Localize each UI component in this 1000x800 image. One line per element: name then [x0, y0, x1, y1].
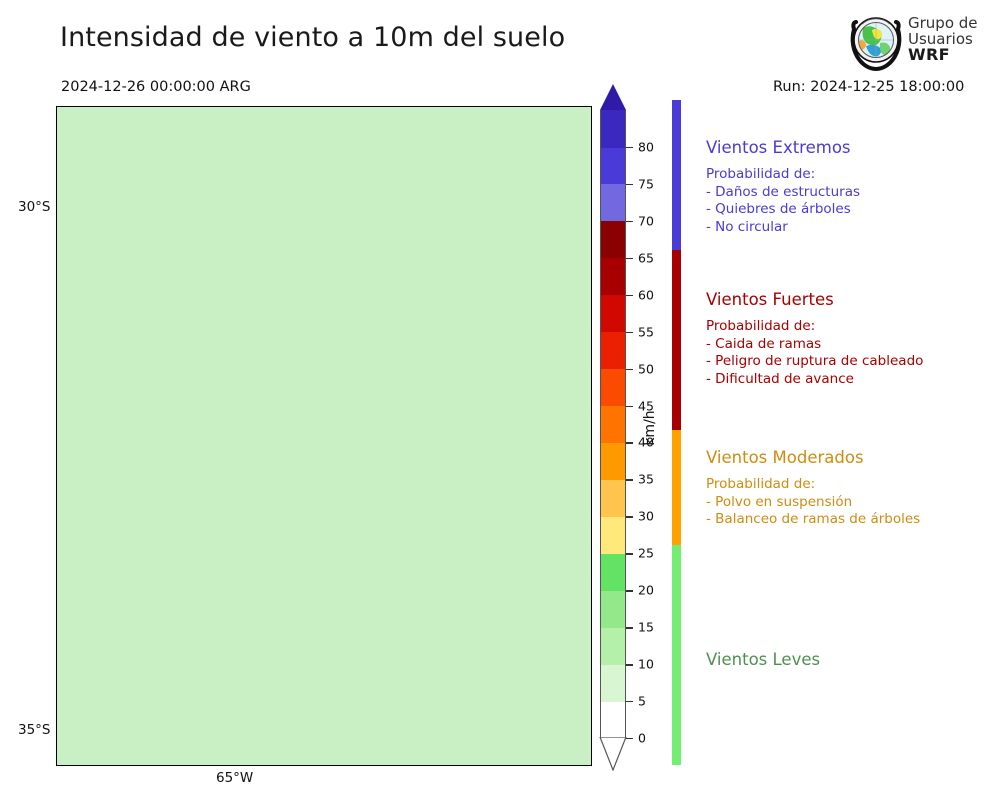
- colorbar-outline: [600, 110, 626, 738]
- logo: Grupo de Usuarios WRF: [846, 12, 996, 76]
- legend-intro-label: Probabilidad de:: [706, 476, 816, 492]
- colorbar-tick: [626, 738, 633, 740]
- lat-tick-30s: 30°S: [18, 199, 51, 215]
- colorbar-band: [600, 664, 626, 702]
- map-raster: [57, 107, 591, 765]
- colorbar-band: [600, 442, 626, 480]
- colorbar-band: [600, 405, 626, 444]
- wind-speed-map[interactable]: [56, 106, 592, 766]
- colorbar-band: [600, 257, 626, 296]
- colorbar-tick: [626, 553, 633, 555]
- legend-section-title: Vientos Moderados: [706, 448, 864, 467]
- colorbar-band: [600, 516, 626, 554]
- colorbar-tick-label: 80: [638, 139, 654, 155]
- legend-item: - Daños de estructuras: [706, 183, 861, 200]
- valid-time-label: 2024-12-26 00:00:00 ARG: [61, 79, 251, 95]
- colorbar[interactable]: 0 5 10 15 20 25 30 35 40 45 50 55 60 65 70 75 80 km/h: [599, 84, 658, 771]
- colorbar-band: [600, 294, 626, 333]
- colorbar-tick: [626, 220, 633, 223]
- colorbar-band: [600, 183, 626, 222]
- legend-item: - No circular: [706, 219, 788, 236]
- colorbar-tick: [626, 442, 633, 444]
- logo-line-3: WRF: [908, 45, 950, 65]
- legend-section: Vientos Moderados Probabilidad de: - Polvo…: [706, 448, 920, 529]
- colorbar-tick-label: 0: [638, 730, 646, 746]
- colorbar-over-arrow: [600, 84, 626, 110]
- colorbar-band: [600, 110, 626, 148]
- colorbar-tick: [626, 368, 633, 370]
- colorbar-tick-label: 20: [638, 582, 654, 598]
- wrf-globe-logo-icon: [850, 17, 902, 72]
- logo-line-1: Grupo de: [908, 14, 978, 32]
- colorbar-band: [600, 331, 626, 370]
- colorbar-tick: [626, 183, 633, 186]
- legend-color-bar: [672, 430, 681, 545]
- legend-item: - Quiebres de árboles: [706, 201, 851, 218]
- wind-category-legend: Vientos Extremos Probabilidad de: - Daños …: [672, 100, 992, 768]
- colorbar-tick: [626, 516, 633, 518]
- colorbar-tick-label: 25: [638, 545, 654, 561]
- colorbar-tick: [626, 590, 633, 592]
- logo-text: Grupo de Usuarios WRF: [908, 14, 978, 65]
- colorbar-tick: [626, 294, 633, 297]
- legend-section: Vientos Extremos Probabilidad de: - Daños …: [706, 138, 860, 237]
- lon-tick-65w: 65°W: [216, 770, 254, 786]
- legend-item: - Polvo en suspensión: [706, 493, 853, 510]
- colorbar-tick-label: 55: [638, 324, 654, 340]
- legend-section-title: Vientos Extremos: [706, 138, 851, 157]
- legend-color-bar: [672, 545, 681, 765]
- colorbar-tick-label: 10: [638, 656, 654, 672]
- colorbar-tick: [626, 405, 633, 407]
- legend-color-bar: [672, 100, 681, 250]
- colorbar-band: [600, 701, 626, 739]
- legend-section: Vientos Leves: [706, 650, 820, 678]
- colorbar-under-arrow: [599, 737, 627, 771]
- colorbar-tick-label: 50: [638, 361, 654, 377]
- legend-item: - Balanceo de ramas de árboles: [706, 511, 921, 528]
- colorbar-band: [600, 220, 626, 259]
- legend-section: Vientos Fuertes Probabilidad de: - Caida d…: [706, 290, 923, 389]
- legend-intro-label: Probabilidad de:: [706, 166, 816, 182]
- colorbar-tick: [626, 331, 633, 334]
- colorbar-tick: [626, 257, 633, 260]
- legend-item: - Peligro de ruptura de cableado: [706, 353, 924, 370]
- lat-tick-35s: 35°S: [18, 722, 51, 738]
- colorbar-tick-label: 70: [638, 213, 654, 229]
- legend-item: - Caida de ramas: [706, 335, 822, 352]
- logo-line-2: Usuarios: [908, 29, 973, 48]
- colorbar-tick-label: 15: [638, 619, 654, 635]
- run-time-label: Run: 2024-12-25 18:00:00: [773, 79, 965, 95]
- colorbar-tick-label: 75: [638, 176, 654, 192]
- colorbar-units-label: km/h: [642, 410, 658, 446]
- colorbar-tick-label: 5: [638, 693, 646, 709]
- colorbar-band: [600, 479, 626, 517]
- legend-item: - Dificultad de avance: [706, 371, 854, 388]
- colorbar-tick: [626, 664, 633, 666]
- colorbar-tick-label: 30: [638, 508, 654, 524]
- colorbar-tick: [626, 479, 633, 481]
- colorbar-band: [600, 627, 626, 665]
- colorbar-band: [600, 553, 626, 591]
- colorbar-tick: [626, 627, 633, 629]
- legend-section-title: Vientos Fuertes: [706, 290, 834, 309]
- page-title: Intensidad de viento a 10m del suelo: [60, 22, 566, 53]
- legend-section-title: Vientos Leves: [706, 650, 821, 669]
- colorbar-tick-label: 35: [638, 471, 654, 487]
- legend-intro-label: Probabilidad de:: [706, 318, 816, 334]
- colorbar-tick-label: 40: [638, 434, 654, 450]
- colorbar-band: [600, 146, 626, 185]
- legend-color-bar: [672, 250, 681, 430]
- colorbar-tick-label: 65: [638, 250, 654, 266]
- colorbar-band: [600, 368, 626, 407]
- colorbar-tick: [626, 701, 633, 703]
- colorbar-band: [600, 590, 626, 628]
- colorbar-tick-label: 45: [638, 398, 654, 414]
- colorbar-tick: [626, 146, 633, 149]
- colorbar-tick-label: 60: [638, 287, 654, 303]
